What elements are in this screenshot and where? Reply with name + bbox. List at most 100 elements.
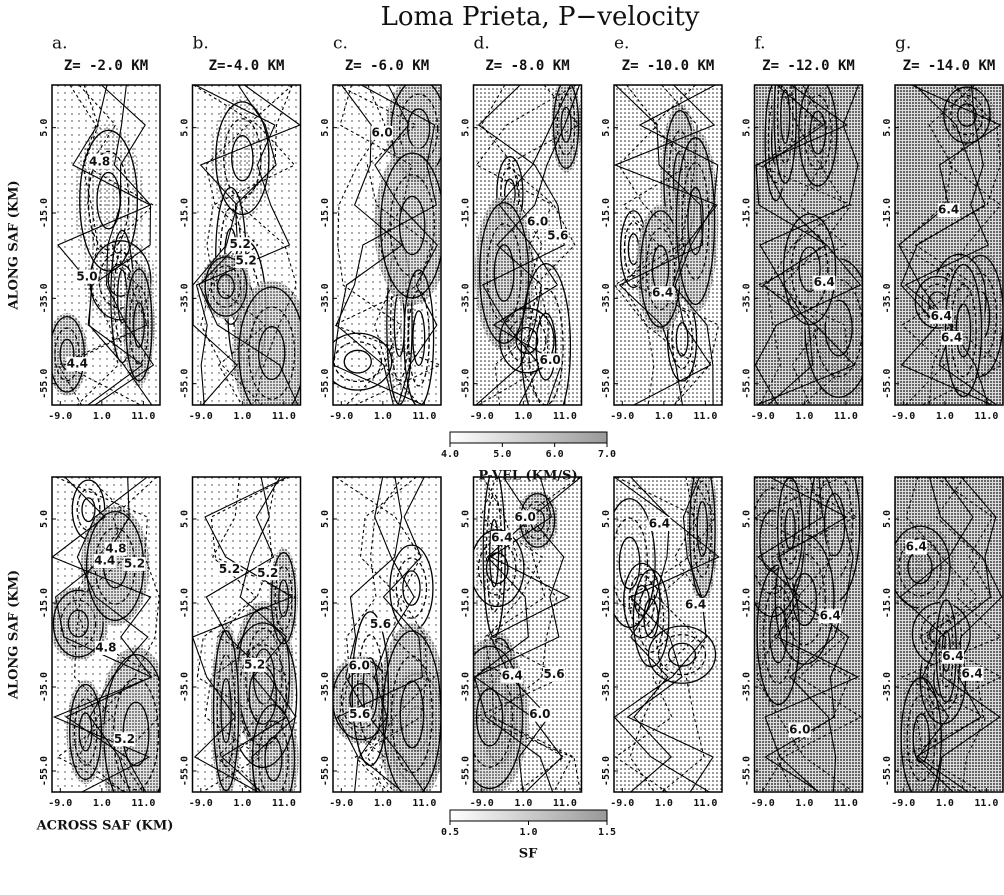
y-tick-label: -15.0 [461, 588, 472, 618]
y-tick-label: 5.0 [742, 119, 753, 137]
label-bg [905, 540, 928, 555]
panel-letter: e. [614, 34, 629, 54]
y-tick-label: 5.0 [461, 119, 472, 137]
contour-line [560, 106, 572, 143]
contour-line [473, 645, 524, 790]
panel-frame [332, 476, 442, 793]
contour-line [338, 477, 404, 792]
x-tick-label: 1.0 [93, 411, 111, 422]
label-bg [788, 723, 811, 738]
y-tick-label: -55.0 [461, 369, 472, 399]
panel: 6.4 6.4 6.4 -9.0 1.0 11.0 5.0 -15.0 -35.0 -55.0 [882, 84, 1004, 422]
contour-label: 5.2 [230, 237, 251, 251]
panel-letter: b. [193, 34, 209, 54]
contour-line [782, 213, 837, 326]
contour-line [193, 85, 296, 405]
contour-line [632, 85, 719, 405]
contour-line [614, 85, 704, 405]
label-bg [66, 357, 89, 372]
y-tick-label: -15.0 [320, 198, 331, 228]
colorbar-tick-label: 1.0 [519, 827, 537, 838]
contour-line [475, 85, 580, 405]
contour-line [535, 312, 557, 381]
label-bg [546, 228, 569, 243]
contour-line [520, 263, 572, 405]
y-tick-label: 5.0 [39, 119, 50, 137]
label-bg [75, 269, 98, 284]
contour-line [129, 285, 149, 365]
label-bg [104, 541, 127, 556]
shade-region [778, 208, 841, 330]
x-tick-label: -9.0 [610, 798, 634, 809]
y-tick-label: 5.0 [320, 119, 331, 137]
contour-line [220, 477, 288, 792]
x-tick-label: 1.0 [514, 798, 532, 809]
contour-line [900, 477, 1002, 792]
label-bg [961, 666, 984, 681]
y-tick-label: -35.0 [39, 672, 50, 702]
shade-region [97, 646, 160, 792]
panel-letter: g. [895, 34, 911, 54]
contour-line [248, 306, 296, 400]
contour-line [798, 246, 821, 292]
contour-line [756, 564, 801, 706]
x-tick-label: 1.0 [655, 798, 673, 809]
contour-label: 4.8 [105, 541, 126, 555]
shade-region [636, 205, 685, 333]
contour-label: 4.4 [67, 357, 88, 371]
label-bg [543, 667, 566, 682]
contour-label: 6.4 [820, 609, 841, 623]
contour-label: 6.0 [529, 707, 550, 721]
contour-label: 6.0 [789, 723, 810, 737]
shade-region [232, 280, 301, 405]
contour-line [754, 477, 855, 792]
x-tick-label: 11.0 [412, 798, 436, 809]
contour-line [671, 309, 693, 370]
panel-frame [894, 476, 1004, 793]
contour-label: 6.4 [491, 530, 512, 544]
y-tick-label: -15.0 [601, 588, 612, 618]
panel-frame [472, 84, 583, 406]
x-tick-label: -9.0 [48, 798, 72, 809]
panel: 5.24.84.85.24.4-9.0 1.0 11.05.0-15.0-35.0-… [39, 476, 161, 809]
panel-frame [753, 84, 864, 406]
y-tick-label: -35.0 [601, 672, 612, 702]
panel: 5.66.06.0-9.0 1.0 11.05.0-15.0-35.0-55.0 [461, 84, 583, 422]
x-tick-label: -9.0 [329, 798, 353, 809]
contour-line [790, 229, 829, 309]
contour-label: 5.2 [257, 566, 278, 580]
contour-line [769, 606, 788, 664]
y-tick-label: 5.0 [320, 510, 331, 528]
contour-line [274, 565, 293, 631]
y-tick-label: -55.0 [882, 369, 893, 399]
contour-line [957, 103, 977, 127]
contour-line [963, 272, 998, 359]
label-bg [941, 649, 964, 664]
contour-line [492, 85, 572, 405]
shade-region [941, 257, 986, 404]
panel-depth: Z= -10.0 KM [622, 58, 715, 74]
contours [754, 85, 863, 405]
y-tick-label: -55.0 [180, 369, 191, 399]
x-tick-label: 11.0 [272, 411, 296, 422]
contour-line [657, 634, 707, 676]
x-tick-label: -9.0 [610, 411, 634, 422]
label-bg [514, 510, 537, 525]
contour-line [474, 477, 573, 792]
contour-line [54, 477, 153, 792]
y-tick-label: -35.0 [742, 672, 753, 702]
label-bg [229, 237, 252, 252]
contour-label: 5.6 [370, 617, 391, 631]
contour-line [212, 630, 240, 792]
colorbar [449, 809, 608, 822]
contour-line [759, 85, 860, 405]
contour-label: 6.4 [962, 666, 983, 680]
label-bg [348, 659, 371, 674]
y-tick-label: -15.0 [601, 198, 612, 228]
contour-line [901, 477, 994, 792]
shade-region [377, 622, 441, 792]
y-tick-label: 5.0 [39, 510, 50, 528]
contour-line [494, 85, 580, 405]
y-tick-label: -15.0 [882, 198, 893, 228]
